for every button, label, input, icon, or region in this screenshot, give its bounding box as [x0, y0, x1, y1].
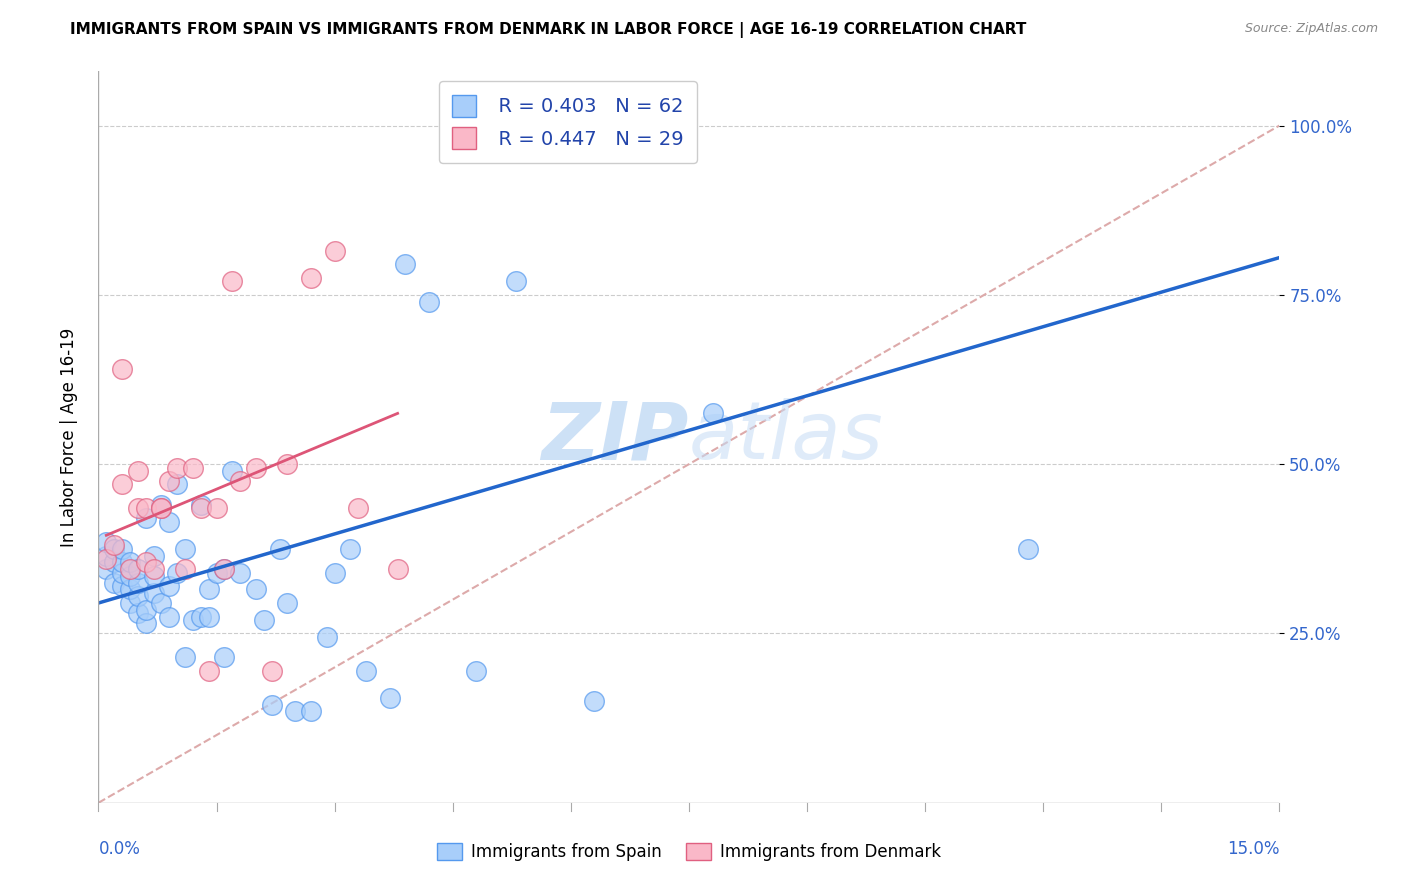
Point — [583, 694, 606, 708]
Point — [135, 603, 157, 617]
Point — [253, 613, 276, 627]
Point — [142, 549, 165, 563]
Point — [127, 589, 149, 603]
Point — [135, 501, 157, 516]
Point — [127, 501, 149, 516]
Point — [166, 566, 188, 580]
Text: IMMIGRANTS FROM SPAIN VS IMMIGRANTS FROM DENMARK IN LABOR FORCE | AGE 16-19 CORR: IMMIGRANTS FROM SPAIN VS IMMIGRANTS FROM… — [70, 22, 1026, 38]
Point — [157, 609, 180, 624]
Point — [103, 541, 125, 556]
Point — [387, 562, 409, 576]
Point — [221, 464, 243, 478]
Point — [118, 555, 141, 569]
Point — [166, 477, 188, 491]
Point — [702, 406, 724, 420]
Point — [190, 498, 212, 512]
Point — [135, 555, 157, 569]
Point — [181, 460, 204, 475]
Point — [260, 698, 283, 712]
Point — [127, 606, 149, 620]
Point — [150, 498, 173, 512]
Point — [323, 566, 346, 580]
Point — [214, 650, 236, 665]
Point — [1017, 541, 1039, 556]
Point — [174, 541, 197, 556]
Point — [394, 257, 416, 271]
Point — [354, 664, 377, 678]
Point — [166, 460, 188, 475]
Legend: Immigrants from Spain, Immigrants from Denmark: Immigrants from Spain, Immigrants from D… — [430, 836, 948, 868]
Point — [127, 575, 149, 590]
Point — [323, 244, 346, 258]
Point — [465, 664, 488, 678]
Point — [299, 705, 322, 719]
Point — [118, 596, 141, 610]
Point — [214, 562, 236, 576]
Point — [245, 460, 267, 475]
Point — [157, 579, 180, 593]
Point — [111, 566, 134, 580]
Point — [245, 582, 267, 597]
Point — [276, 596, 298, 610]
Point — [378, 690, 401, 705]
Point — [315, 630, 337, 644]
Point — [111, 555, 134, 569]
Point — [221, 274, 243, 288]
Point — [190, 609, 212, 624]
Point — [103, 555, 125, 569]
Point — [190, 501, 212, 516]
Point — [181, 613, 204, 627]
Point — [135, 511, 157, 525]
Point — [284, 705, 307, 719]
Point — [111, 541, 134, 556]
Point — [103, 575, 125, 590]
Point — [214, 562, 236, 576]
Point — [135, 616, 157, 631]
Point — [96, 562, 118, 576]
Point — [157, 515, 180, 529]
Point — [174, 650, 197, 665]
Point — [142, 562, 165, 576]
Point — [276, 457, 298, 471]
Text: ZIP: ZIP — [541, 398, 689, 476]
Point — [150, 501, 173, 516]
Point — [142, 569, 165, 583]
Point — [118, 569, 141, 583]
Point — [197, 664, 219, 678]
Point — [118, 582, 141, 597]
Point — [347, 501, 370, 516]
Point — [205, 501, 228, 516]
Point — [229, 566, 252, 580]
Point — [118, 562, 141, 576]
Point — [260, 664, 283, 678]
Point — [111, 579, 134, 593]
Point — [96, 535, 118, 549]
Point — [96, 549, 118, 563]
Point — [205, 566, 228, 580]
Point — [174, 562, 197, 576]
Point — [96, 552, 118, 566]
Point — [111, 477, 134, 491]
Point — [150, 501, 173, 516]
Point — [150, 596, 173, 610]
Text: atlas: atlas — [689, 398, 884, 476]
Point — [339, 541, 361, 556]
Point — [229, 474, 252, 488]
Point — [103, 538, 125, 552]
Text: 0.0%: 0.0% — [98, 840, 141, 858]
Point — [127, 562, 149, 576]
Point — [111, 362, 134, 376]
Point — [299, 271, 322, 285]
Point — [505, 274, 527, 288]
Point — [127, 464, 149, 478]
Text: Source: ZipAtlas.com: Source: ZipAtlas.com — [1244, 22, 1378, 36]
Point — [197, 582, 219, 597]
Point — [157, 474, 180, 488]
Point — [418, 294, 440, 309]
Text: 15.0%: 15.0% — [1227, 840, 1279, 858]
Point — [197, 609, 219, 624]
Y-axis label: In Labor Force | Age 16-19: In Labor Force | Age 16-19 — [59, 327, 77, 547]
Point — [269, 541, 291, 556]
Point — [142, 586, 165, 600]
